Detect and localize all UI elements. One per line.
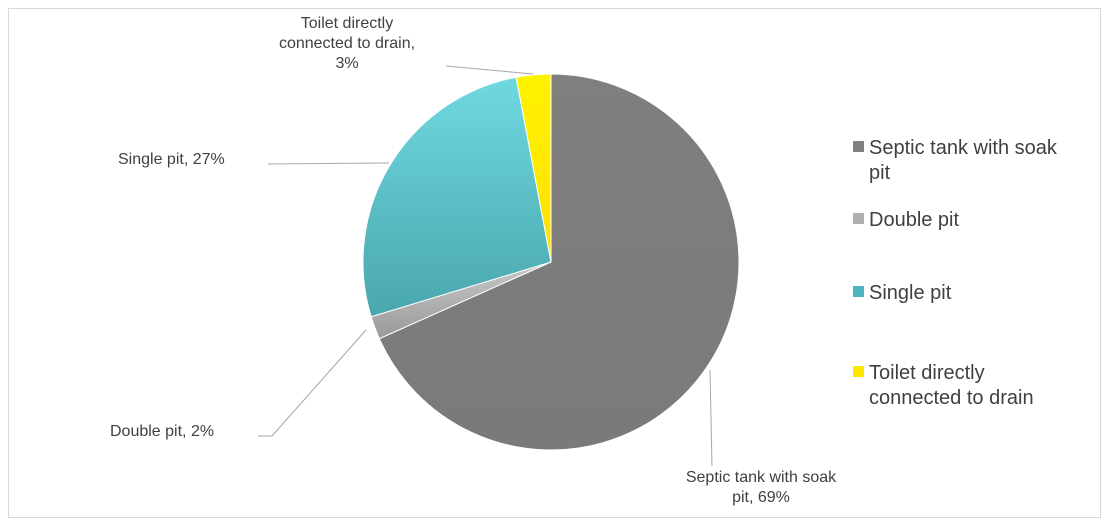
leader-septic-tank xyxy=(709,369,713,467)
data-label-septic-tank: Septic tank with soak pit, 69% xyxy=(685,469,837,506)
legend-swatch xyxy=(853,366,864,377)
leader-single-pit xyxy=(267,162,390,165)
slice-single-pit xyxy=(362,76,552,318)
data-label-single-pit: Single pit, 27% xyxy=(118,151,225,168)
leader-double-pit xyxy=(258,329,367,437)
legend-label: Single pit xyxy=(869,282,952,304)
legend-item-double-pit: Double pit xyxy=(853,208,1079,233)
data-label-toilet-drain: Toilet directly connected to drain, 3% xyxy=(278,15,416,72)
legend-item-toilet-drain: Toilet directly connected to drain xyxy=(853,361,1079,411)
legend-item-septic-tank: Septic tank with soak pit xyxy=(853,136,1079,186)
slice-toilet-drain xyxy=(515,73,552,263)
leader-toilet-drain xyxy=(445,65,534,75)
legend-swatch xyxy=(853,213,864,224)
legend-item-single-pit: Single pit xyxy=(853,281,1079,306)
legend-label: Toilet directly connected to drain xyxy=(869,362,1034,409)
data-label-double-pit: Double pit, 2% xyxy=(110,423,215,440)
legend-swatch xyxy=(853,141,864,152)
slice-septic-tank xyxy=(378,73,740,451)
legend-label: Septic tank with soak pit xyxy=(869,137,1057,184)
legend-swatch xyxy=(853,286,864,297)
legend-label: Double pit xyxy=(869,209,960,231)
